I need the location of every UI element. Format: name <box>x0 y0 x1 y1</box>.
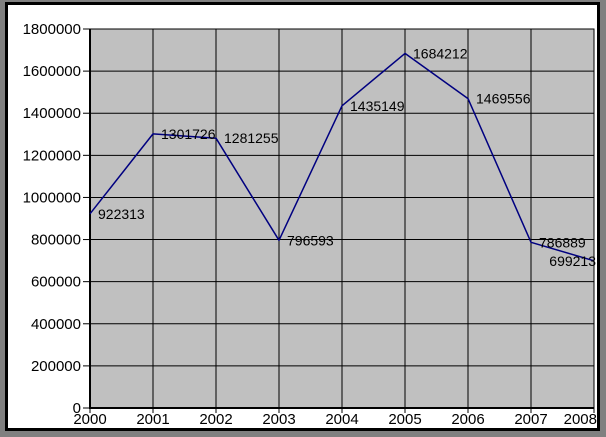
y-axis-tick-label: 600000 <box>31 274 81 291</box>
y-axis-tick-label: 0 <box>73 400 81 417</box>
y-axis-tick-label: 1200000 <box>23 147 81 164</box>
y-axis-tick-label: 1600000 <box>23 63 81 80</box>
y-axis-tick-label: 1000000 <box>23 189 81 206</box>
data-point-label: 1435149 <box>350 98 405 114</box>
data-point-label: 1281255 <box>224 130 279 146</box>
x-axis-tick-label: 2004 <box>325 411 358 428</box>
y-axis-tick-label: 400000 <box>31 316 81 333</box>
y-axis-tick-label: 800000 <box>31 232 81 249</box>
x-axis-tick-label: 2002 <box>199 411 232 428</box>
x-axis-tick-label: 2006 <box>451 411 484 428</box>
line-chart: 1800000 1600000 1400000 1200000 1000000 80000… <box>23 21 597 428</box>
y-axis-tick-label: 1400000 <box>23 105 81 122</box>
data-point-label: 1684212 <box>413 45 468 61</box>
data-point-label: 699213 <box>549 253 596 269</box>
data-point-label: 922313 <box>98 206 145 222</box>
x-axis-tick-label: 2000 <box>73 411 106 428</box>
data-point-label: 786889 <box>539 234 586 250</box>
data-point-label: 1301726 <box>161 126 216 142</box>
series-line <box>89 52 595 262</box>
x-axis-tick-label: 2007 <box>514 411 547 428</box>
x-axis-tick-label: 2005 <box>388 411 421 428</box>
chart-canvas: 1800000 1600000 1400000 1200000 1000000 80000… <box>5 2 600 431</box>
data-point-label: 796593 <box>287 232 334 248</box>
y-axis-tick-label: 1800000 <box>23 21 81 38</box>
y-axis-tick-label: 200000 <box>31 358 81 375</box>
x-axis-tick-label: 2001 <box>136 411 169 428</box>
x-axis-tick-label: 2008 <box>564 411 597 428</box>
data-point-label: 1469556 <box>476 91 531 107</box>
x-axis-tick-label: 2003 <box>262 411 295 428</box>
